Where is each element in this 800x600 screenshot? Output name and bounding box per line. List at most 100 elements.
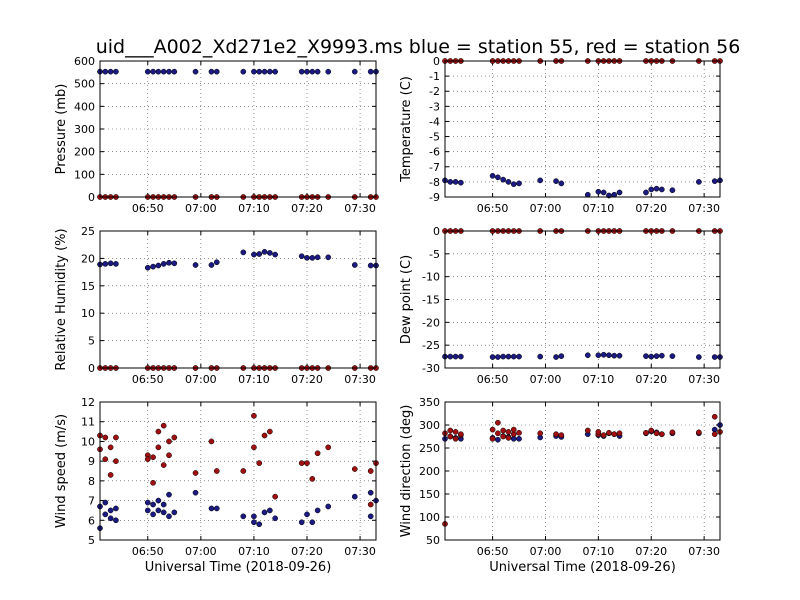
data-point	[272, 515, 279, 522]
y-axis-label: Wind speed (m/s)	[54, 414, 69, 528]
data-point	[113, 68, 119, 75]
data-point	[213, 468, 220, 474]
data-point	[505, 353, 512, 360]
y-axis-label: Pressure (mb)	[54, 84, 69, 175]
data-point	[160, 68, 167, 75]
data-point	[367, 501, 374, 508]
data-point	[325, 68, 332, 75]
data-point	[458, 353, 464, 360]
data-point	[595, 352, 602, 359]
data-point	[261, 248, 268, 255]
data-point	[208, 438, 215, 445]
x-tick-label: 07:10	[583, 373, 615, 386]
data-point	[489, 435, 496, 442]
data-point	[166, 491, 172, 498]
data-point	[505, 179, 512, 185]
data-point	[166, 452, 172, 459]
data-point	[256, 251, 263, 257]
plot-frame	[444, 60, 721, 198]
data-point	[447, 433, 454, 440]
y-tick-label: 50	[426, 534, 440, 547]
data-point	[537, 430, 544, 437]
data-point	[447, 179, 454, 185]
y-tick-label: 0	[88, 191, 95, 204]
data-point	[367, 262, 374, 269]
y-tick-label: 400	[74, 100, 95, 113]
x-axis-label: Universal Time (2018-09-26)	[145, 560, 332, 575]
data-point	[171, 260, 178, 267]
data-point	[150, 454, 156, 461]
data-point	[166, 68, 172, 75]
data-point	[553, 354, 559, 360]
series-station-55	[97, 248, 379, 271]
x-tick-label: 07:00	[185, 202, 217, 215]
data-point	[240, 468, 247, 474]
data-point	[144, 68, 151, 75]
data-point	[266, 68, 273, 75]
data-point	[584, 352, 591, 359]
data-point	[240, 68, 247, 75]
data-point	[155, 507, 162, 514]
data-point	[495, 354, 501, 360]
data-point	[325, 254, 332, 261]
data-point	[251, 412, 257, 419]
y-tick-label: 0	[88, 362, 95, 375]
data-point	[653, 353, 660, 359]
data-point	[711, 431, 718, 438]
x-tick-label: 07:20	[291, 373, 323, 386]
data-point	[208, 68, 215, 75]
data-point	[500, 176, 507, 183]
data-point	[107, 68, 114, 75]
plot-frame	[99, 60, 377, 198]
data-point	[208, 505, 215, 512]
data-point	[600, 351, 607, 358]
data-point	[495, 430, 501, 437]
data-point	[160, 509, 167, 516]
data-point	[505, 429, 512, 435]
x-tick-label: 07:10	[238, 373, 270, 386]
data-point	[447, 427, 454, 434]
data-point	[251, 513, 257, 520]
y-tick-label: 300	[74, 123, 95, 136]
data-point	[298, 460, 305, 466]
data-point	[166, 438, 172, 445]
y-tick-label: -7	[429, 161, 440, 174]
data-point	[489, 426, 496, 433]
y-tick-label: 100	[419, 511, 440, 524]
data-point	[171, 68, 178, 75]
data-point	[102, 434, 109, 441]
series-station-55	[442, 172, 723, 199]
data-point	[669, 353, 676, 359]
x-tick-label: 07:00	[530, 545, 562, 558]
data-point	[600, 189, 607, 196]
data-point	[314, 254, 321, 261]
data-point	[643, 189, 649, 196]
data-point	[537, 177, 544, 184]
data-point	[611, 352, 618, 359]
plot-frame	[99, 401, 377, 541]
data-point	[144, 507, 151, 514]
data-point	[256, 460, 263, 466]
data-point	[261, 68, 268, 75]
data-point	[192, 470, 199, 476]
y-tick-label: 350	[419, 396, 440, 409]
plot-frame	[444, 230, 721, 369]
data-point	[600, 432, 607, 438]
series-station-55	[442, 422, 723, 443]
panels: 06:50 07:00 07:10 07:20 07:30010020030040050…	[54, 55, 723, 575]
data-point	[208, 262, 215, 268]
panel-dewpoint: 06:50 07:00 07:10 07:20 07:30 -30 -25 -20 -15 -10…	[399, 225, 723, 386]
data-point	[304, 460, 310, 466]
x-tick-label: 07:00	[530, 202, 562, 215]
data-point	[351, 262, 358, 268]
data-point	[272, 493, 279, 500]
data-point	[606, 429, 612, 436]
data-point	[266, 428, 273, 435]
data-point	[266, 250, 273, 256]
data-point	[695, 429, 702, 436]
y-tick-label: -15	[422, 294, 440, 307]
panel-temperature: 06:50 07:00 07:10 07:20 07:30 -9 -8 -7 -6 -5 -4 -3 -…	[399, 55, 723, 215]
data-point	[251, 251, 257, 258]
data-point	[458, 179, 464, 186]
